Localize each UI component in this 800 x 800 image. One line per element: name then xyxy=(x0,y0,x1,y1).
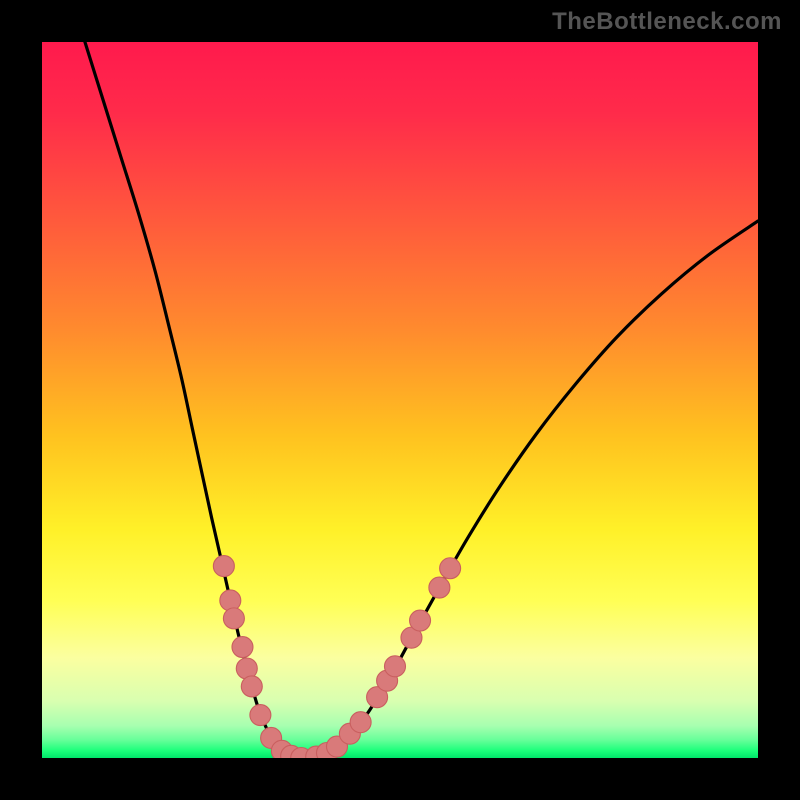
data-marker xyxy=(384,656,405,677)
attribution-watermark: TheBottleneck.com xyxy=(552,8,782,36)
data-marker xyxy=(250,705,271,726)
data-marker xyxy=(232,637,253,658)
data-marker xyxy=(440,558,461,579)
data-marker xyxy=(213,556,234,577)
figure-root: TheBottleneck.com xyxy=(0,0,800,800)
data-marker xyxy=(410,610,431,631)
plot-area xyxy=(42,42,758,758)
data-marker xyxy=(220,590,241,611)
data-marker xyxy=(241,676,262,697)
data-marker xyxy=(223,608,244,629)
data-marker xyxy=(350,712,371,733)
data-marker xyxy=(429,577,450,598)
gradient-background xyxy=(42,42,758,758)
chart-svg xyxy=(42,42,758,758)
